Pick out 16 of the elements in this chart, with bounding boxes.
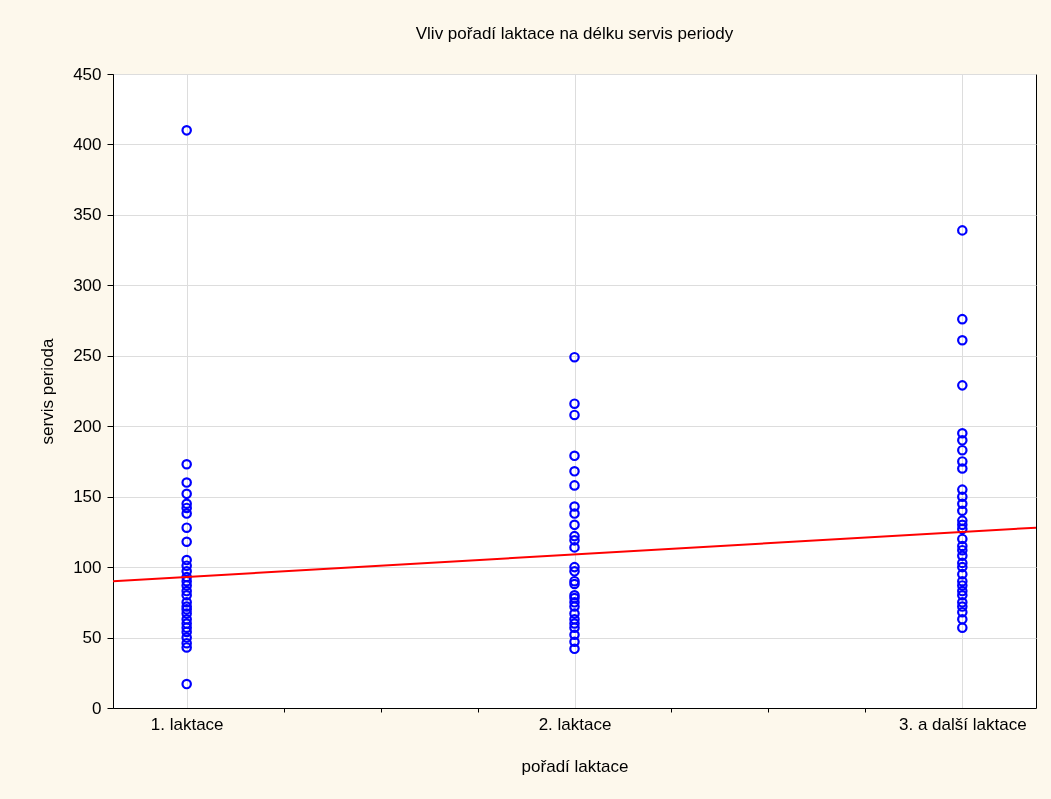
y-tick-label: 200: [73, 416, 102, 436]
x-tick-label: 2. laktace: [538, 714, 612, 734]
y-axis-title: servis perioda: [38, 338, 58, 445]
y-tick-label: 50: [82, 628, 102, 648]
x-tick-label: 1. laktace: [150, 714, 224, 734]
y-tick-label: 0: [92, 698, 102, 718]
chart-title: Vliv pořadí laktace na délku servis periody: [415, 24, 734, 43]
x-axis-title: pořadí laktace: [521, 756, 629, 776]
y-tick-label: 350: [73, 205, 102, 225]
y-tick-label: 400: [73, 134, 102, 154]
y-tick-label: 300: [73, 275, 102, 295]
y-tick-label: 450: [73, 64, 102, 84]
y-tick-label: 100: [73, 557, 102, 577]
x-tick-label: 3. a další laktace: [899, 714, 1027, 734]
y-tick-label: 150: [73, 487, 102, 507]
y-tick-label: 250: [73, 346, 102, 366]
